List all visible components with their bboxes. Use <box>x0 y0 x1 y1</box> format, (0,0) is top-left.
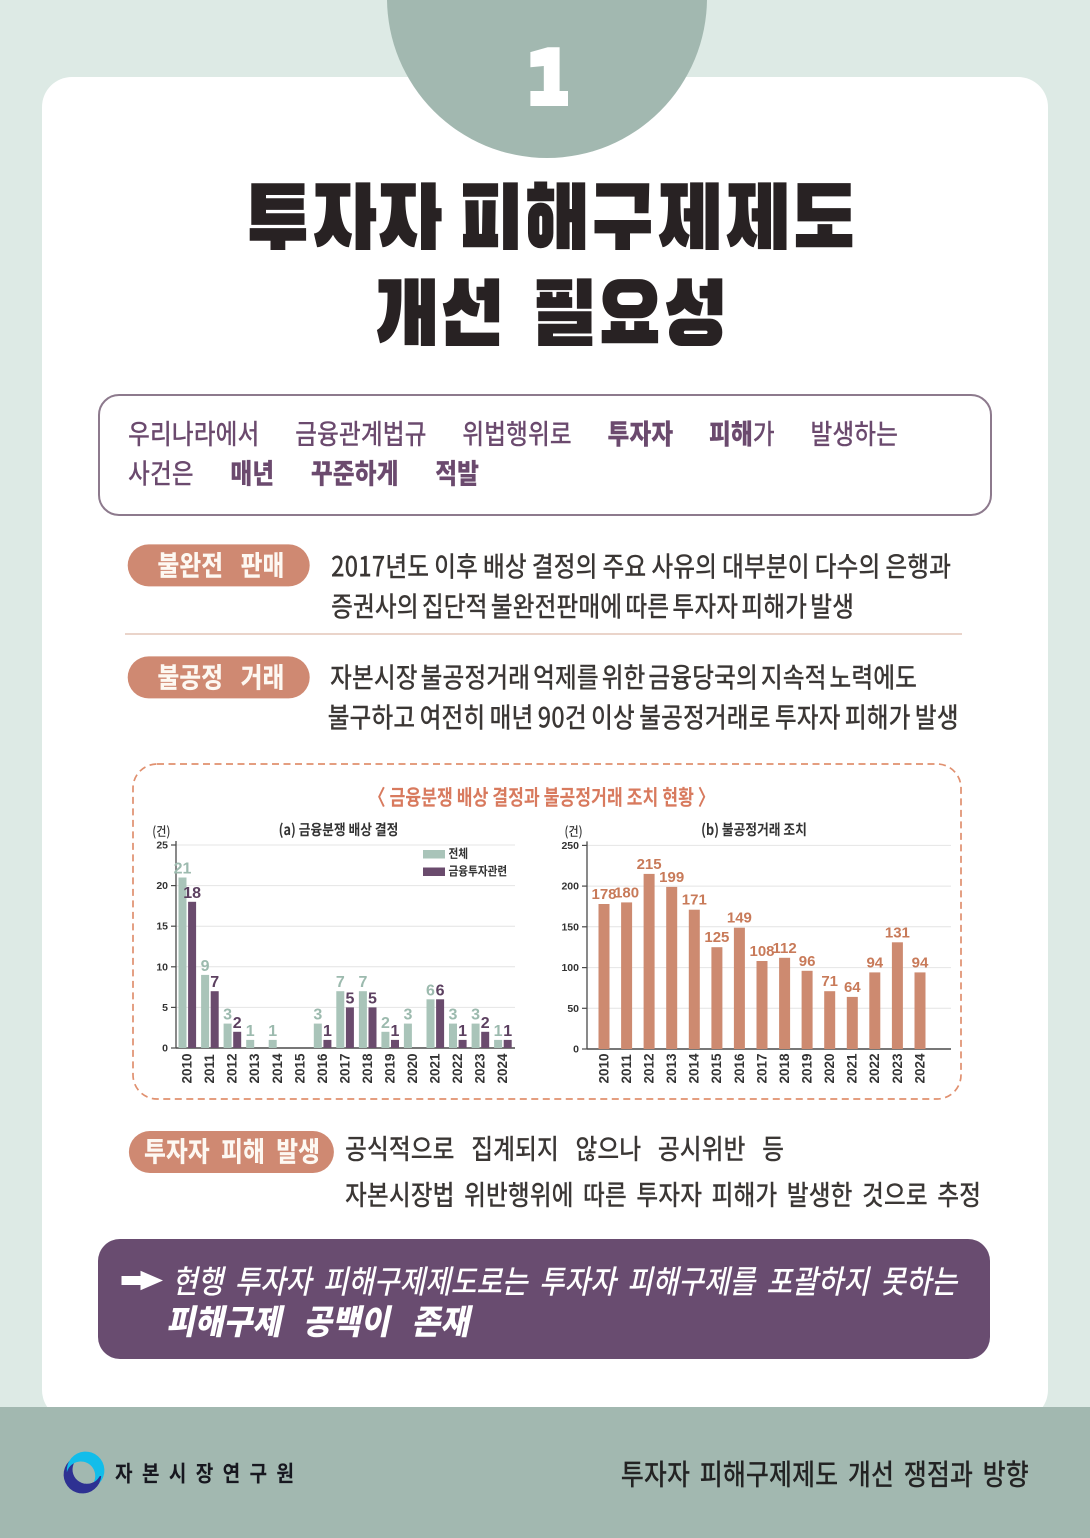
svg-text:10: 10 <box>156 961 168 973</box>
svg-text:100: 100 <box>561 962 579 974</box>
svg-text:108: 108 <box>749 943 774 960</box>
svg-text:2014: 2014 <box>270 1053 285 1084</box>
svg-text:1: 1 <box>391 1023 400 1040</box>
svg-text:2019: 2019 <box>383 1053 398 1083</box>
svg-text:2023: 2023 <box>890 1053 905 1084</box>
svg-text:2: 2 <box>381 1015 390 1032</box>
svg-text:149: 149 <box>727 910 752 927</box>
svg-text:2021: 2021 <box>428 1053 443 1084</box>
svg-text:5: 5 <box>345 990 354 1007</box>
svg-text:7: 7 <box>210 974 219 991</box>
svg-text:2018: 2018 <box>777 1053 792 1084</box>
svg-text:71: 71 <box>821 973 838 990</box>
svg-text:15: 15 <box>156 921 168 933</box>
svg-text:3: 3 <box>313 1007 322 1024</box>
svg-text:131: 131 <box>885 924 910 941</box>
svg-text:2014: 2014 <box>687 1053 702 1084</box>
svg-text:2022: 2022 <box>450 1053 465 1083</box>
svg-text:171: 171 <box>682 892 707 909</box>
svg-text:2019: 2019 <box>800 1053 815 1083</box>
svg-text:1: 1 <box>494 1023 503 1040</box>
svg-text:1: 1 <box>458 1023 467 1040</box>
svg-text:1: 1 <box>268 1023 277 1040</box>
svg-text:2013: 2013 <box>247 1053 262 1084</box>
svg-text:6: 6 <box>436 982 445 999</box>
svg-text:64: 64 <box>844 979 861 996</box>
svg-text:1: 1 <box>246 1023 255 1040</box>
svg-text:94: 94 <box>912 954 929 971</box>
svg-text:2012: 2012 <box>225 1053 240 1083</box>
svg-text:2: 2 <box>481 1015 490 1032</box>
svg-text:7: 7 <box>358 974 367 991</box>
svg-text:2010: 2010 <box>180 1053 195 1083</box>
svg-text:3: 3 <box>223 1007 232 1024</box>
svg-text:215: 215 <box>637 856 662 873</box>
svg-text:250: 250 <box>561 840 579 852</box>
svg-text:5: 5 <box>368 990 377 1007</box>
svg-text:2015: 2015 <box>709 1053 724 1084</box>
svg-text:2012: 2012 <box>642 1053 657 1083</box>
svg-text:2011: 2011 <box>619 1054 634 1084</box>
svg-text:2011: 2011 <box>202 1054 217 1084</box>
svg-text:50: 50 <box>567 1003 579 1015</box>
svg-text:2017: 2017 <box>754 1053 769 1083</box>
svg-text:7: 7 <box>336 974 345 991</box>
svg-text:0: 0 <box>573 1044 579 1056</box>
svg-text:25: 25 <box>156 840 168 852</box>
svg-text:96: 96 <box>799 953 816 970</box>
svg-text:3: 3 <box>403 1007 412 1024</box>
svg-text:150: 150 <box>561 921 579 933</box>
svg-text:6: 6 <box>426 982 435 999</box>
svg-text:199: 199 <box>659 869 684 886</box>
svg-text:2023: 2023 <box>473 1053 488 1084</box>
svg-text:2013: 2013 <box>664 1053 679 1084</box>
svg-text:2015: 2015 <box>292 1053 307 1084</box>
svg-text:1: 1 <box>323 1023 332 1040</box>
svg-text:2022: 2022 <box>867 1053 882 1083</box>
svg-text:2016: 2016 <box>315 1053 330 1084</box>
svg-text:2017: 2017 <box>337 1053 352 1083</box>
svg-text:20: 20 <box>156 880 168 892</box>
svg-text:0: 0 <box>162 1043 168 1055</box>
svg-text:2024: 2024 <box>912 1053 927 1084</box>
svg-text:125: 125 <box>704 929 729 946</box>
svg-text:21: 21 <box>174 861 192 878</box>
svg-text:112: 112 <box>772 940 796 957</box>
svg-text:3: 3 <box>449 1007 458 1024</box>
svg-text:2020: 2020 <box>822 1053 837 1083</box>
svg-text:2024: 2024 <box>495 1053 510 1084</box>
svg-text:9: 9 <box>201 958 210 975</box>
svg-text:2: 2 <box>233 1015 242 1032</box>
svg-text:18: 18 <box>183 885 201 902</box>
svg-text:1: 1 <box>503 1023 512 1040</box>
svg-text:5: 5 <box>162 1002 168 1014</box>
svg-text:2020: 2020 <box>405 1053 420 1083</box>
svg-text:2016: 2016 <box>732 1053 747 1084</box>
svg-text:2010: 2010 <box>596 1053 611 1083</box>
svg-text:178: 178 <box>591 886 616 903</box>
svg-text:94: 94 <box>866 954 883 971</box>
svg-text:3: 3 <box>471 1007 480 1024</box>
svg-text:2018: 2018 <box>360 1053 375 1084</box>
svg-text:200: 200 <box>561 881 579 893</box>
svg-text:2021: 2021 <box>845 1053 860 1084</box>
svg-text:180: 180 <box>614 884 639 901</box>
